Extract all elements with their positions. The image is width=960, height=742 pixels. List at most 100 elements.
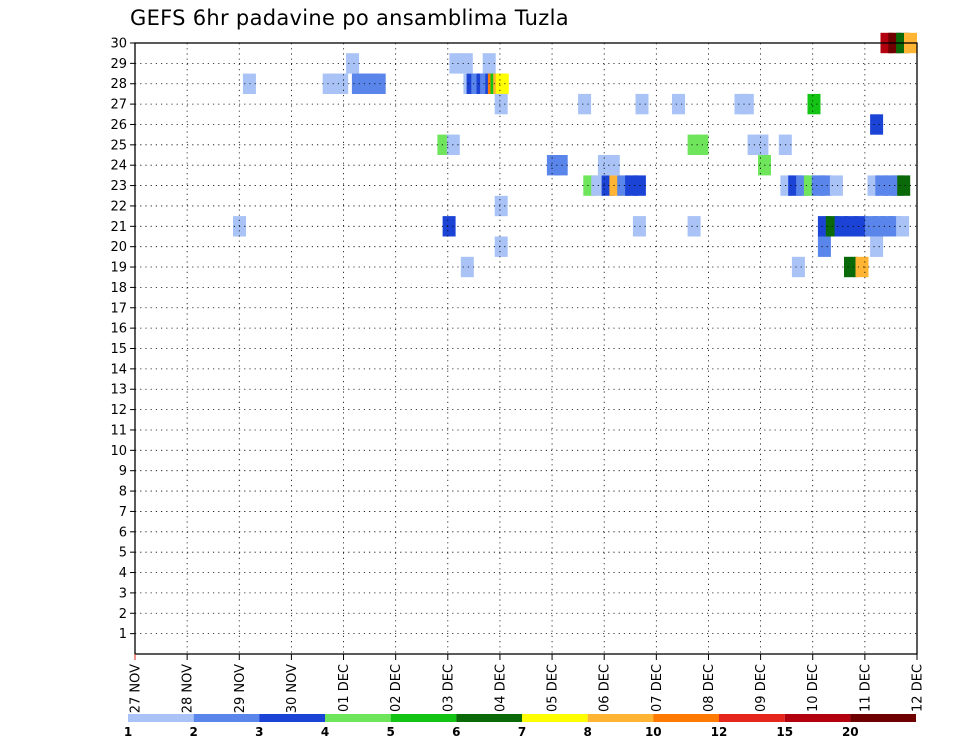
heatmap-cell	[896, 216, 910, 237]
heatmap-cell	[829, 175, 843, 196]
y-tick-label: 1	[119, 627, 127, 642]
heatmap-cell	[844, 216, 857, 237]
colorbar-swatch	[193, 714, 260, 722]
heatmap-cell	[807, 93, 821, 115]
colorbar-label: 7	[518, 725, 526, 739]
x-tick-label: 02 DEC	[389, 664, 404, 712]
heatmap-cell	[819, 175, 833, 196]
colorbar-label: 20	[842, 725, 859, 739]
colorbar-label: 6	[452, 725, 460, 739]
x-tick-label: 07 DEC	[650, 664, 665, 712]
y-tick-label: 28	[110, 77, 127, 92]
heatmap-cell	[606, 155, 620, 176]
heatmap-cell	[495, 73, 509, 94]
y-tick-label: 30	[110, 37, 127, 52]
colorbar-label: 8	[584, 725, 592, 739]
y-tick-label: 27	[110, 98, 127, 113]
x-tick-label: 05 DEC	[546, 664, 561, 712]
heatmap-cell	[335, 73, 349, 94]
heatmap-cell	[791, 256, 805, 278]
y-tick-label: 7	[119, 505, 127, 520]
y-tick-label: 18	[110, 281, 127, 296]
colorbar-swatch	[653, 714, 719, 722]
y-tick-label: 9	[119, 464, 127, 479]
heatmap-cell	[578, 93, 592, 115]
y-tick-label: 26	[110, 118, 127, 133]
x-tick-label: 04 DEC	[493, 664, 508, 712]
y-tick-label: 10	[110, 444, 127, 459]
heatmap-cell	[897, 175, 911, 196]
heatmap-cell	[449, 53, 463, 74]
y-tick-label: 8	[119, 485, 127, 500]
heatmap-cell	[372, 73, 386, 94]
y-tick-label: 29	[110, 57, 127, 72]
colorbar-swatch	[390, 714, 457, 722]
y-tick-label: 3	[119, 586, 127, 601]
heatmap-cell	[554, 155, 568, 176]
heatmap-cell	[672, 93, 685, 115]
y-tick-label: 23	[110, 179, 127, 194]
y-tick-label: 13	[110, 383, 127, 398]
colorbar-swatch	[719, 714, 785, 722]
colorbar-label: 10	[645, 725, 662, 739]
heatmap-cell	[817, 236, 831, 257]
heatmap-cell	[740, 93, 754, 115]
heatmap-cell	[755, 134, 769, 155]
x-tick-label: 30 NOV	[285, 664, 300, 713]
y-tick-label: 14	[110, 362, 127, 377]
heatmap-cell	[494, 93, 508, 115]
x-tick-label: 11 DEC	[858, 664, 873, 712]
heatmap-cell	[844, 256, 857, 278]
heatmap-cell	[854, 216, 868, 237]
heatmap-cell	[442, 216, 456, 237]
y-tick-label: 4	[119, 566, 127, 581]
y-tick-label: 19	[110, 261, 127, 276]
colorbar-label: 5	[387, 725, 395, 739]
colorbar-label: 2	[190, 725, 198, 739]
x-tick-label: 09 DEC	[754, 664, 769, 712]
y-tick-label: 22	[110, 199, 127, 214]
y-tick-label: 21	[110, 220, 127, 235]
grid-lines	[135, 43, 917, 654]
y-tick-label: 11	[110, 423, 127, 438]
colorbar-label: 15	[776, 725, 793, 739]
y-tick-labels: 1234567891011121314151617181920212223242…	[110, 37, 135, 642]
heatmap-cell	[687, 216, 701, 237]
x-tick-label: 10 DEC	[806, 664, 821, 712]
x-tick-label: 06 DEC	[598, 664, 613, 712]
y-tick-label: 25	[110, 138, 127, 153]
colorbar-swatch	[259, 714, 325, 722]
heatmap-cell	[855, 256, 869, 278]
heatmap-cell	[494, 195, 508, 217]
y-tick-label: 15	[110, 342, 127, 357]
colorbar: 1 2 3 4 5 6 7 8 10 12 15 20	[124, 714, 916, 739]
x-tick-label: 28 NOV	[181, 664, 196, 713]
colorbar-swatch	[784, 714, 851, 722]
x-tick-label: 12 DEC	[911, 664, 926, 712]
colorbar-swatch	[587, 714, 654, 722]
heatmap-cell	[346, 53, 360, 74]
heatmap-cell	[459, 53, 473, 74]
heatmap-cell	[494, 236, 508, 257]
y-tick-label: 20	[110, 240, 127, 255]
y-tick-label: 17	[110, 301, 127, 316]
x-tick-label: 08 DEC	[702, 664, 717, 712]
heatmap-cell	[591, 175, 605, 196]
x-tick-label: 01 DEC	[337, 664, 352, 712]
heatmap-cell	[635, 93, 649, 115]
colorbar-swatch	[456, 714, 522, 722]
x-tick-labels: 27 NOV 28 NOV 29 NOV 30 NOV 01 DEC 02 DEC 03 D…	[129, 654, 926, 713]
heatmap-cell	[870, 236, 884, 257]
y-tick-label: 6	[119, 525, 127, 540]
colorbar-swatch	[325, 714, 391, 722]
y-tick-label: 12	[110, 403, 127, 418]
colorbar-swatch	[128, 714, 194, 722]
colorbar-swatch	[522, 714, 588, 722]
x-tick-label: 27 NOV	[129, 664, 144, 713]
y-tick-label: 5	[119, 546, 127, 561]
colorbar-label: 4	[321, 725, 329, 739]
y-tick-label: 24	[110, 159, 127, 174]
chart-title: GEFS 6hr padavine po ansamblima Tuzla	[130, 6, 569, 30]
colorbar-label: 12	[711, 725, 728, 739]
